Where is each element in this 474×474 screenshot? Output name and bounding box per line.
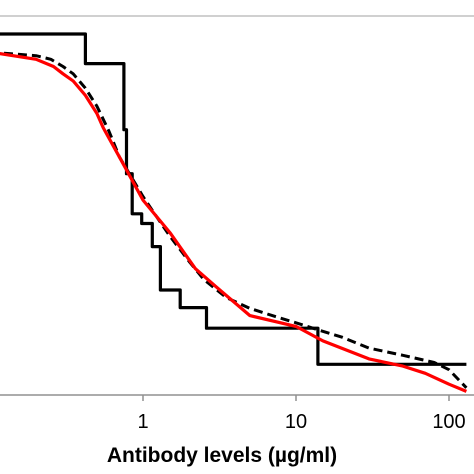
x-tick-label-10: 10 — [285, 411, 307, 433]
series-layer — [0, 32, 468, 393]
series-dashed-step-line — [0, 51, 468, 389]
x-ticks: 1 10 100 — [137, 395, 466, 433]
series-solid-step-line — [0, 32, 467, 366]
series-red-line — [0, 52, 468, 393]
x-tick-label-100: 100 — [432, 411, 465, 433]
x-axis-title: Antibody levels (µg/ml) — [107, 444, 337, 467]
x-tick-label-1: 1 — [137, 411, 148, 433]
